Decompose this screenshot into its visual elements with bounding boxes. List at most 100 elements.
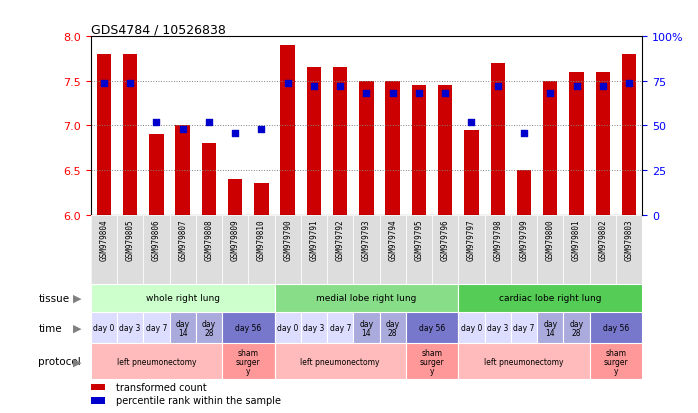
Bar (123, 55, 138, 215)
Bar (195, 215, 222, 284)
Text: day 7: day 7 (513, 323, 535, 332)
Text: GSM979802: GSM979802 (598, 218, 607, 260)
Bar (333, 68, 348, 215)
Text: sham
surger
y: sham surger y (419, 348, 445, 375)
Bar (406, 344, 459, 379)
Text: GSM979790: GSM979790 (283, 218, 292, 260)
Point (519, 130, 530, 137)
Bar (537, 312, 563, 344)
Bar (590, 312, 642, 344)
Text: day 3: day 3 (487, 323, 508, 332)
Text: sham
surger
y: sham surger y (604, 348, 628, 375)
Point (124, 80, 135, 87)
Point (309, 84, 320, 90)
Bar (563, 312, 590, 344)
Point (413, 91, 424, 97)
Bar (170, 215, 195, 284)
Text: GSM979808: GSM979808 (205, 218, 214, 260)
Bar (117, 312, 143, 344)
Bar (254, 184, 269, 215)
Bar (91, 344, 222, 379)
Text: GSM979803: GSM979803 (625, 218, 634, 260)
Text: GSM979791: GSM979791 (309, 218, 318, 260)
Text: day
28: day 28 (202, 319, 216, 337)
Bar (385, 82, 400, 215)
Point (387, 91, 399, 97)
Bar (248, 215, 274, 284)
Bar (222, 312, 274, 344)
Text: GSM979804: GSM979804 (99, 218, 108, 260)
Point (623, 80, 634, 87)
Text: day 7: day 7 (146, 323, 167, 332)
Bar (595, 73, 610, 215)
Text: tissue: tissue (38, 293, 70, 303)
Bar (91, 215, 117, 284)
Bar (353, 215, 380, 284)
Bar (459, 215, 484, 284)
Bar (202, 144, 216, 215)
Bar (459, 312, 484, 344)
Bar (484, 215, 511, 284)
Bar (590, 215, 616, 284)
Bar (91, 284, 274, 312)
Text: GSM979792: GSM979792 (336, 218, 345, 260)
Text: day 0: day 0 (93, 323, 114, 332)
Bar (590, 344, 642, 379)
Text: day 56: day 56 (235, 323, 262, 332)
Text: left pneumonectomy: left pneumonectomy (300, 357, 380, 366)
Text: ▶: ▶ (73, 323, 81, 333)
Point (571, 84, 582, 90)
Bar (222, 344, 274, 379)
Bar (616, 215, 642, 284)
Bar (175, 126, 190, 215)
Text: ▶: ▶ (73, 356, 81, 366)
Bar (406, 312, 459, 344)
Bar (195, 312, 222, 344)
Bar (511, 312, 537, 344)
Point (203, 119, 214, 126)
Bar (380, 215, 406, 284)
Bar (301, 312, 327, 344)
Bar (570, 73, 584, 215)
Bar (432, 215, 459, 284)
Text: GSM979809: GSM979809 (230, 218, 239, 260)
Bar (274, 312, 301, 344)
Bar (459, 344, 590, 379)
Text: GSM979807: GSM979807 (178, 218, 187, 260)
Text: whole right lung: whole right lung (146, 294, 220, 303)
Text: ▶: ▶ (73, 293, 81, 303)
Point (151, 119, 162, 126)
Bar (327, 312, 353, 344)
Text: GSM979799: GSM979799 (519, 218, 528, 260)
Text: sham
surger
y: sham surger y (236, 348, 260, 375)
Text: GSM979796: GSM979796 (440, 218, 450, 260)
Text: medial lobe right lung: medial lobe right lung (316, 294, 417, 303)
Bar (91, 384, 105, 390)
Text: GSM979806: GSM979806 (152, 218, 161, 260)
Text: GSM979800: GSM979800 (546, 218, 555, 260)
Text: day 7: day 7 (329, 323, 351, 332)
Bar (91, 397, 105, 404)
Text: day 56: day 56 (419, 323, 445, 332)
Bar (622, 55, 637, 215)
Bar (274, 344, 406, 379)
Text: GSM979801: GSM979801 (572, 218, 581, 260)
Text: transformed count: transformed count (116, 382, 207, 392)
Point (466, 119, 477, 126)
Bar (306, 68, 321, 215)
Text: day 3: day 3 (119, 323, 141, 332)
Bar (274, 284, 459, 312)
Text: GSM979798: GSM979798 (493, 218, 503, 260)
Bar (228, 180, 242, 215)
Point (334, 84, 346, 90)
Text: day
14: day 14 (543, 319, 557, 337)
Bar (438, 86, 452, 215)
Bar (406, 215, 432, 284)
Bar (222, 215, 248, 284)
Text: day 56: day 56 (603, 323, 629, 332)
Bar (412, 86, 426, 215)
Bar (459, 284, 642, 312)
Bar (301, 215, 327, 284)
Point (440, 91, 451, 97)
Bar (359, 82, 373, 215)
